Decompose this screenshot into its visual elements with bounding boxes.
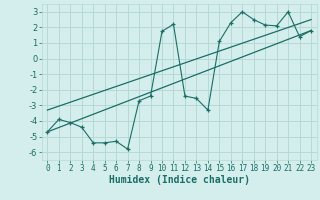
X-axis label: Humidex (Indice chaleur): Humidex (Indice chaleur)	[109, 175, 250, 185]
